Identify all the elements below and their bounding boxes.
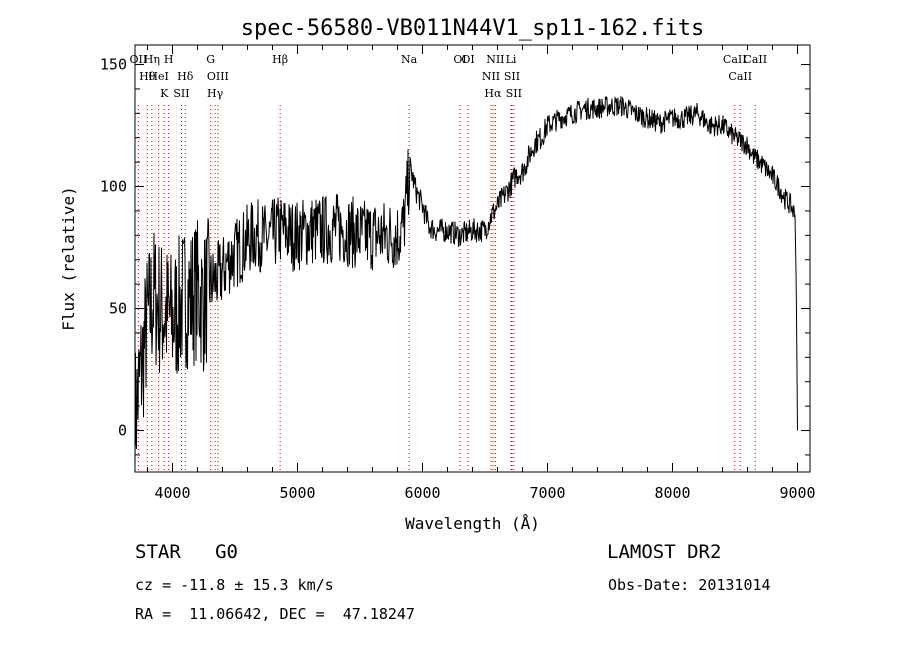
x-tick-label: 9000 [779, 484, 815, 502]
spectral-line-label: Hβ [272, 53, 288, 66]
redshift-value: cz = -11.8 ± 15.3 km/s [135, 576, 334, 594]
spectral-line-label: CaII [723, 53, 747, 66]
spectral-line-label: SII [173, 87, 189, 100]
spectral-line-label: OI [461, 53, 474, 66]
x-tick-label: 8000 [654, 484, 690, 502]
plot-frame [134, 44, 811, 473]
spectrum-line [134, 96, 798, 471]
y-tick-label: 150 [100, 56, 127, 74]
spectral-line-label: H [164, 53, 174, 66]
spectral-line-label: Na [401, 53, 418, 66]
spectral-line-label: Hδ [177, 70, 194, 83]
spectral-line-label: Hα [484, 87, 502, 100]
spectral-line-label: K [160, 87, 169, 100]
chart-title: spec-56580-VB011N44V1_sp11-162.fits [241, 16, 705, 41]
spectral-line-label: Hη [144, 53, 160, 66]
spectral-line-label: NII [486, 53, 504, 66]
y-tick-label: 100 [100, 178, 127, 196]
y-axis-label: Flux (relative) [59, 186, 78, 331]
survey-label: LAMOST DR2 [607, 541, 722, 563]
spectral-line-label: G [206, 53, 215, 66]
spectral-line-label: Hγ [207, 87, 224, 100]
spectrum-chart: spec-56580-VB011N44V1_sp11-162.fits Hη H Hθ… [59, 16, 816, 533]
spectral-line-label: OI [453, 53, 466, 66]
y-tick-label: 0 [118, 422, 127, 440]
spectral-line-label: CaII [743, 53, 767, 66]
y-tick-label: 50 [109, 300, 127, 318]
x-axis-label: Wavelength (Å) [405, 514, 540, 533]
x-tick-label: 5000 [279, 484, 315, 502]
spectral-line-label: SII [504, 70, 520, 83]
spectral-line-markers [137, 105, 756, 472]
x-tick-label: 6000 [404, 484, 440, 502]
spectral-line-label: Hθ [139, 70, 156, 83]
spectral-line-label: NII [482, 70, 500, 83]
spectral-line-label: OIII [207, 70, 229, 83]
x-tick-label: 4000 [154, 484, 190, 502]
spectral-line-label: SII [506, 87, 522, 100]
spectral-line-label: Li [506, 53, 517, 66]
star-class-label: STAR G0 [135, 541, 238, 563]
coordinates: RA = 11.06642, DEC = 47.18247 [135, 605, 415, 623]
obs-date: Obs-Date: 20131014 [608, 576, 771, 594]
spectral-line-label: CaII [728, 70, 752, 83]
spectral-line-label: OII [130, 53, 148, 66]
x-tick-label: 7000 [529, 484, 565, 502]
spectral-line-label: HeI [148, 70, 168, 83]
